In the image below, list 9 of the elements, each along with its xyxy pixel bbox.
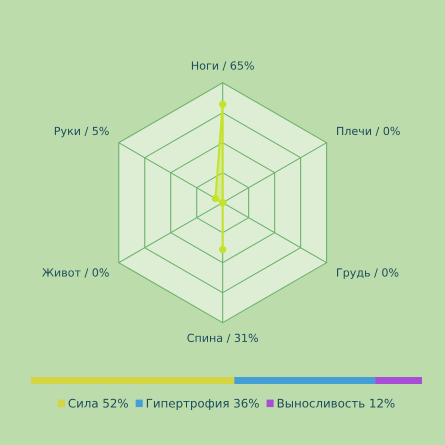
legend-label: Сила 52%: [68, 398, 128, 408]
legend-label: Гипертрофия 36%: [146, 398, 259, 410]
spoke-label: Плечи / 0%: [337, 126, 400, 136]
spoke-label: Живот / 0%: [42, 268, 109, 278]
spoke-label: Ноги / 65%: [192, 61, 254, 71]
spoke-label: Руки / 5%: [54, 126, 109, 138]
spoke-label: Спина / 31%: [187, 334, 258, 343]
spoke-label: Грудь / 0%: [337, 268, 398, 279]
legend-label: Выносливость 12%: [278, 398, 395, 408]
